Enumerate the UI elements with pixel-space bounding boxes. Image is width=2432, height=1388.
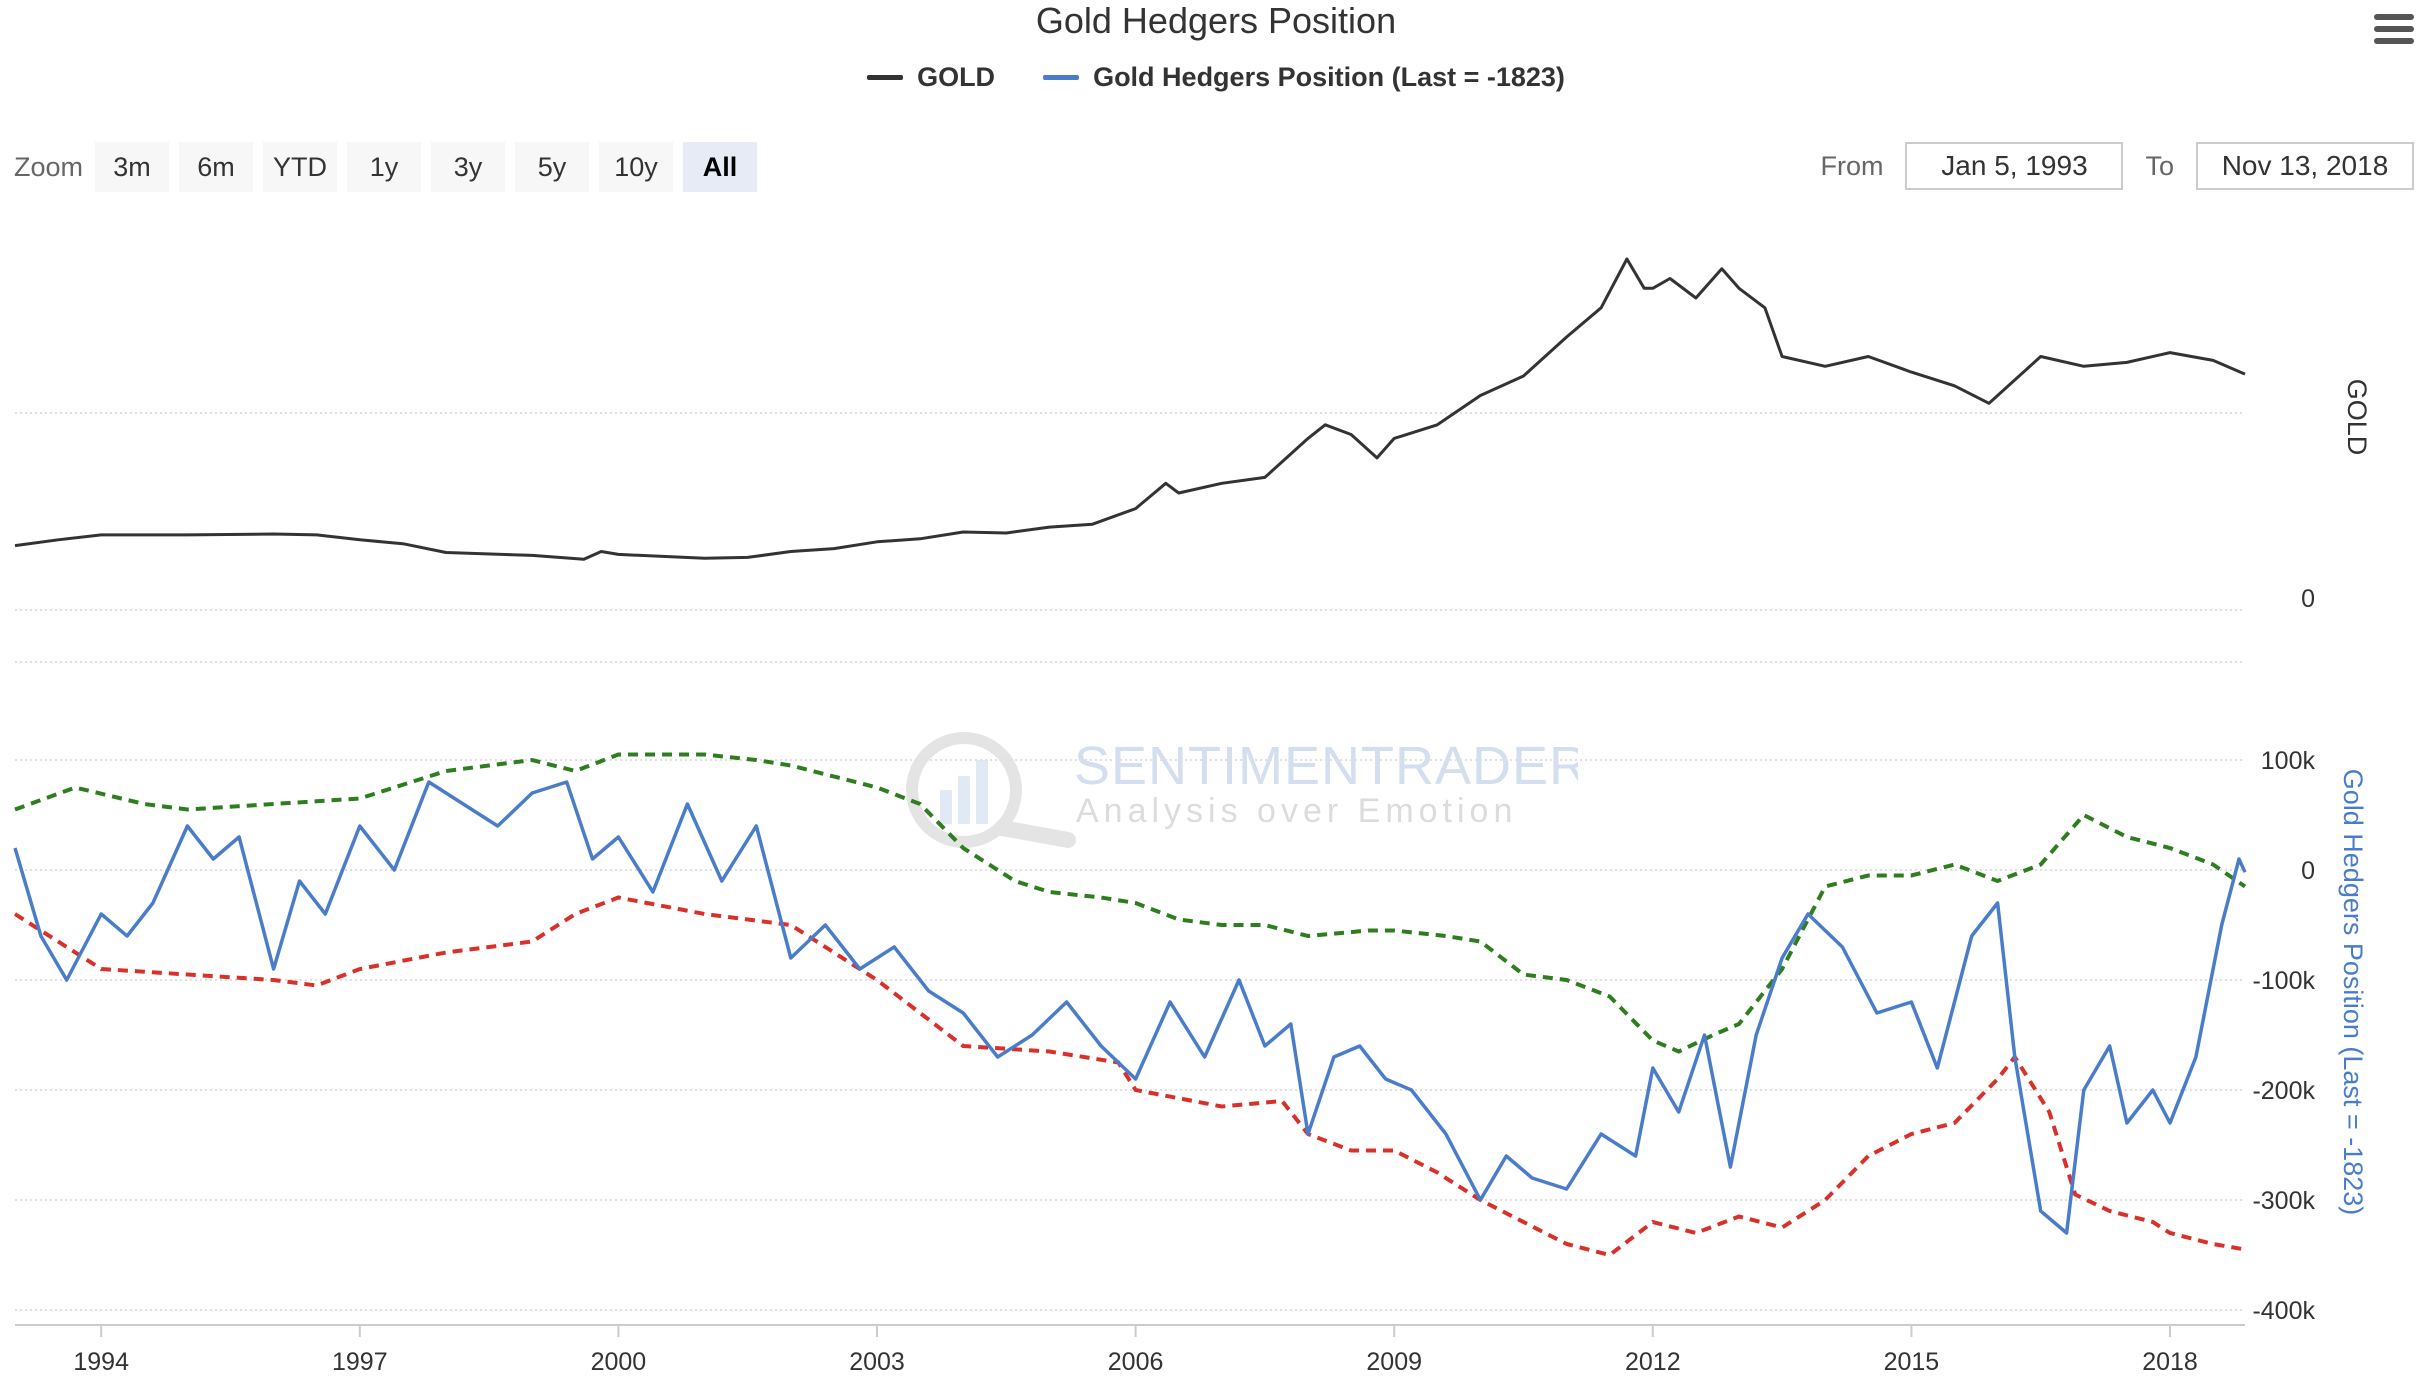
to-date-input[interactable]: Nov 13, 2018 <box>2196 142 2414 190</box>
zoom-button-10y[interactable]: 10y <box>599 142 674 192</box>
gold-y-tick-label: 0 <box>2301 585 2315 613</box>
grid <box>15 412 2245 1311</box>
legend-item-gold[interactable]: GOLD <box>867 62 995 93</box>
zoom-button-all[interactable]: All <box>683 142 758 192</box>
hedgers-series-line <box>13 780 2247 1235</box>
gold-axis-title: GOLD <box>2342 379 2372 456</box>
date-range: From Jan 5, 1993 To Nov 13, 2018 <box>1820 142 2432 190</box>
legend-item-hedgers[interactable]: Gold Hedgers Position (Last = -1823) <box>1043 62 1565 93</box>
zoom-button-3m[interactable]: 3m <box>95 142 170 192</box>
x-tick-label: 2012 <box>1625 1348 1681 1376</box>
upper-band-line <box>14 752 2247 1054</box>
zoom-button-ytd[interactable]: YTD <box>263 142 338 192</box>
zoom-button-3y[interactable]: 3y <box>431 142 506 192</box>
x-tick-label: 2018 <box>2142 1348 2198 1376</box>
lower-band-line <box>13 895 2246 1258</box>
watermark-tagline: Analysis over Emotion <box>1076 792 1517 830</box>
zoom-button-5y[interactable]: 5y <box>515 142 590 192</box>
zoom-label: Zoom <box>14 151 84 182</box>
range-selector: Zoom 3m 6m YTD 1y 3y 5y 10y All <box>14 142 758 192</box>
legend-swatch-gold <box>867 75 904 80</box>
series <box>13 257 2247 1258</box>
hedgers-y-tick-label: 0 <box>2301 857 2315 885</box>
hedgers-y-tick-label: -400k <box>2252 1297 2315 1325</box>
hamburger-menu-icon[interactable] <box>2374 14 2414 50</box>
from-date-input[interactable]: Jan 5, 1993 <box>1905 142 2124 190</box>
hedgers-axis-title: Gold Hedgers Position (Last = -1823) <box>2338 769 2368 1216</box>
x-tick-label: 2000 <box>591 1348 647 1376</box>
legend-label-gold: GOLD <box>917 62 996 92</box>
x-tick-label: 2003 <box>849 1348 905 1376</box>
watermark-logo: SENTIMENTRADER Analysis over Emotion <box>906 732 1578 848</box>
zoom-button-1y[interactable]: 1y <box>347 142 422 192</box>
to-label: To <box>2145 150 2174 181</box>
hedgers-y-tick-label: -200k <box>2252 1077 2315 1105</box>
legend-swatch-hedgers <box>1043 75 1080 80</box>
legend-label-hedgers: Gold Hedgers Position (Last = -1823) <box>1093 62 1565 92</box>
watermark-brand: SENTIMENTRADER <box>1074 736 1578 796</box>
hedgers-y-tick-label: -300k <box>2252 1187 2315 1215</box>
legend: GOLD Gold Hedgers Position (Last = -1823… <box>0 62 2432 93</box>
from-label: From <box>1820 150 1884 181</box>
hedgers-y-tick-label: -100k <box>2252 967 2315 995</box>
x-tick-label: 1994 <box>73 1348 129 1376</box>
x-tick-label: 2009 <box>1366 1348 1422 1376</box>
x-tick-label: 2006 <box>1108 1348 1164 1376</box>
chart-title: Gold Hedgers Position <box>1035 0 1397 41</box>
gold-series-line <box>14 257 2246 561</box>
axes: 100k 0 -100k -200k -300k -400k 0 1994 1997 2000 20… <box>15 585 2315 1376</box>
x-tick-label: 1997 <box>332 1348 388 1376</box>
x-tick-label: 2015 <box>1884 1348 1940 1376</box>
zoom-button-6m[interactable]: 6m <box>179 142 254 192</box>
hedgers-y-tick-label: 100k <box>2261 747 2316 775</box>
watermark-magnifier-icon <box>906 732 1022 848</box>
